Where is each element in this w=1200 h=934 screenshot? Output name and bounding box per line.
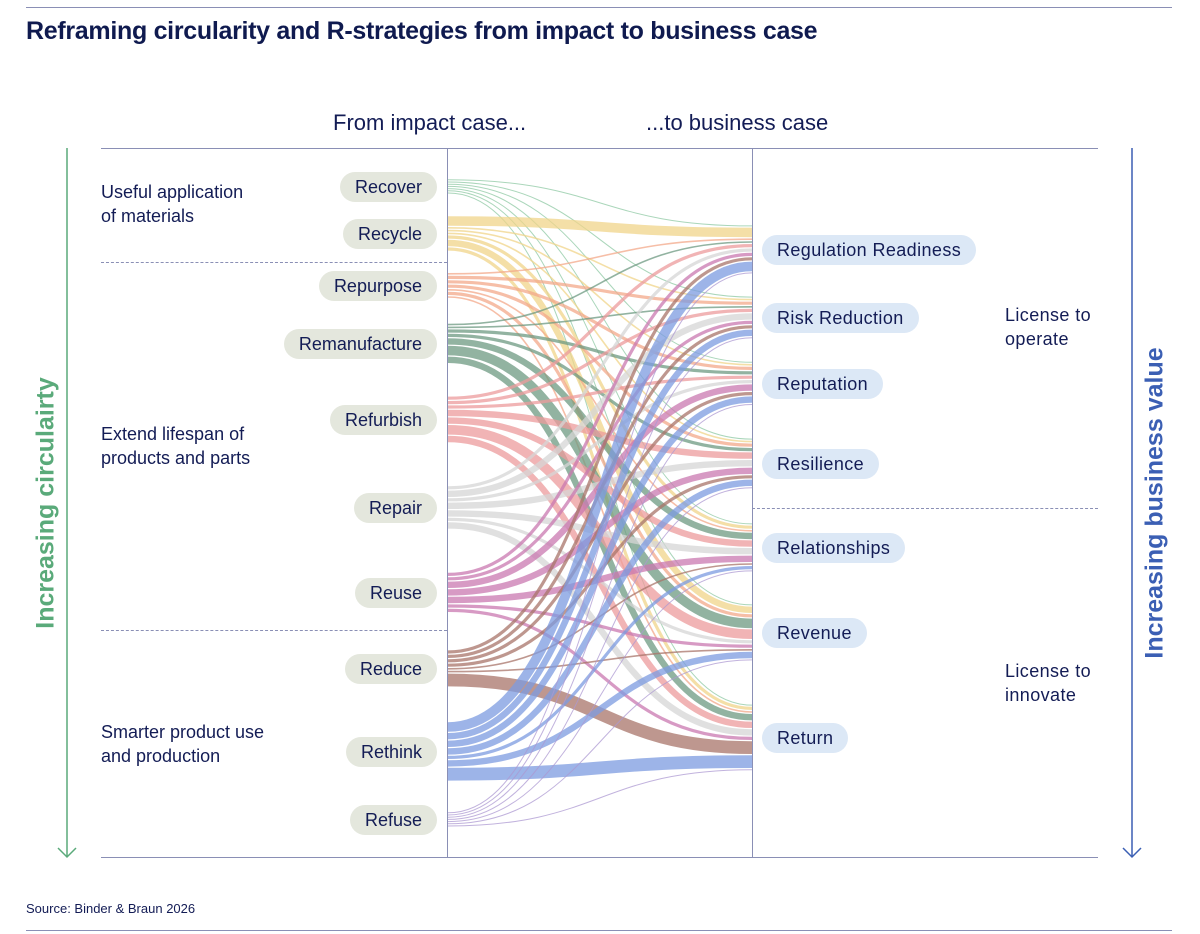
flow-link-recover-to-revenue: [447, 190, 753, 606]
source-note: Source: Binder & Braun 2026: [26, 901, 196, 916]
target-node-relationships: Relationships: [762, 533, 906, 563]
flow-link-refuse-to-reputation: [447, 404, 753, 818]
flow-link-rethink-to-relationships: [447, 566, 753, 759]
flow-link-rethink-to-risk-reduction: [447, 329, 753, 740]
source-node-reuse: Reuse: [354, 578, 437, 608]
flow-link-repair-to-risk-reduction: [447, 313, 753, 497]
flow-link-recycle-to-resilience: [447, 232, 753, 443]
flow-link-repurpose-to-risk-reduction: [447, 275, 753, 305]
target-node-reputation: Reputation: [762, 369, 884, 399]
flow-link-repurpose-to-regulation-readiness: [447, 238, 753, 275]
target-node-revenue: Revenue: [762, 618, 867, 648]
flow-link-recycle-to-reputation: [447, 229, 753, 366]
source-node-reduce: Reduce: [344, 654, 437, 684]
top-rule: [26, 7, 1172, 8]
flow-link-rethink-to-resilience: [447, 479, 753, 755]
flow-link-recover-to-resilience: [447, 185, 753, 440]
group-separator: [101, 262, 447, 263]
flow-link-reuse-to-return: [447, 608, 753, 740]
flow-link-recycle-to-risk-reduction: [447, 227, 753, 301]
flow-link-refurbish-to-regulation-readiness: [447, 244, 753, 400]
flow-link-rethink-to-revenue: [447, 651, 753, 767]
source-node-recover: Recover: [339, 172, 437, 202]
source-node-refurbish: Refurbish: [329, 405, 437, 435]
right-arrow-icon: [1122, 148, 1142, 859]
license-label: innovate: [1005, 685, 1077, 705]
flow-link-recycle-to-relationships: [447, 235, 753, 529]
flow-link-repair-to-return: [447, 522, 753, 736]
flow-link-refuse-to-regulation-readiness: [447, 272, 753, 814]
license-to-innovate: License to innovate: [1005, 659, 1091, 707]
flow-link-refurbish-to-resilience: [447, 409, 753, 459]
source-node-recycle: Recycle: [342, 219, 437, 249]
group-separator: [101, 630, 447, 631]
flow-link-refurbish-to-reputation: [447, 375, 753, 409]
license-label: License to: [1005, 661, 1092, 681]
frame-bottom-line: [101, 857, 1098, 858]
target-node-resilience: Resilience: [762, 449, 880, 479]
flow-link-reduce-to-return: [447, 673, 753, 754]
license-to-operate: License to operate: [1005, 303, 1091, 351]
flow-link-reuse-to-revenue: [447, 604, 753, 648]
column-header-business: ...to business case: [646, 110, 829, 135]
flow-link-repurpose-to-reputation: [447, 280, 753, 370]
frame-top-line: [101, 148, 1098, 149]
flow-link-repair-to-regulation-readiness: [447, 248, 753, 490]
flow-link-refuse-to-relationships: [447, 570, 753, 823]
target-node-risk-reduction: Risk Reduction: [762, 303, 919, 333]
flow-link-recover-to-regulation-readiness: [447, 179, 753, 227]
flow-link-refuse-to-return: [447, 769, 753, 827]
column-header-impact: From impact case...: [333, 110, 527, 135]
flow-link-refurbish-to-risk-reduction: [447, 308, 753, 405]
license-label: License to: [1005, 305, 1092, 325]
flow-link-recycle-to-regulation-readiness: [447, 216, 753, 238]
flow-link-rethink-to-reputation: [447, 396, 753, 747]
flow-link-refuse-to-risk-reduction: [447, 337, 753, 816]
flow-link-reuse-to-regulation-readiness: [447, 252, 753, 576]
left-axis-label: Increasing circulairty: [31, 377, 60, 629]
flow-link-remanufacture-to-reputation: [447, 329, 753, 375]
source-node-remanufacture: Remanufacture: [283, 329, 437, 359]
left-arrow-icon: [57, 148, 77, 859]
flow-link-reduce-to-regulation-readiness: [447, 257, 753, 654]
flow-link-refuse-to-revenue: [447, 659, 753, 825]
right-axis-label: Increasing business value: [1140, 347, 1169, 659]
group-label: of materials: [101, 206, 195, 226]
flow-link-rethink-to-return: [447, 755, 753, 781]
page-title: Reframing circularity and R-strategies f…: [26, 17, 818, 45]
flow-link-repurpose-to-resilience: [447, 284, 753, 447]
flow-link-repurpose-to-relationships: [447, 289, 753, 532]
flow-link-repair-to-reputation: [447, 380, 753, 502]
group-smarter-use: Smarter product use and production: [101, 720, 264, 768]
left-divider: [447, 148, 448, 858]
license-label: operate: [1005, 329, 1069, 349]
bottom-rule: [26, 930, 1172, 931]
target-node-return: Return: [762, 723, 849, 753]
flow-link-remanufacture-to-regulation-readiness: [447, 241, 753, 326]
flow-link-reuse-to-risk-reduction: [447, 320, 753, 581]
source-node-refuse: Refuse: [349, 805, 437, 835]
source-node-repair: Repair: [353, 493, 437, 523]
group-label: Extend lifespan of: [101, 424, 245, 444]
flow-link-rethink-to-regulation-readiness: [447, 261, 753, 732]
flow-link-refuse-to-resilience: [447, 487, 753, 820]
group-extend-lifespan: Extend lifespan of products and parts: [101, 422, 250, 470]
license-separator: [752, 508, 1098, 509]
flow-link-remanufacture-to-risk-reduction: [447, 306, 753, 329]
group-label: Useful application: [101, 182, 244, 202]
group-label: products and parts: [101, 448, 251, 468]
target-node-regulation-readiness: Regulation Readiness: [762, 235, 977, 265]
group-label: Smarter product use: [101, 722, 265, 742]
source-node-repurpose: Repurpose: [318, 271, 437, 301]
group-useful-application: Useful application of materials: [101, 180, 243, 228]
right-divider: [752, 148, 753, 858]
flow-link-recycle-to-revenue: [447, 239, 753, 613]
group-label: and production: [101, 746, 221, 766]
source-node-rethink: Rethink: [345, 737, 437, 767]
